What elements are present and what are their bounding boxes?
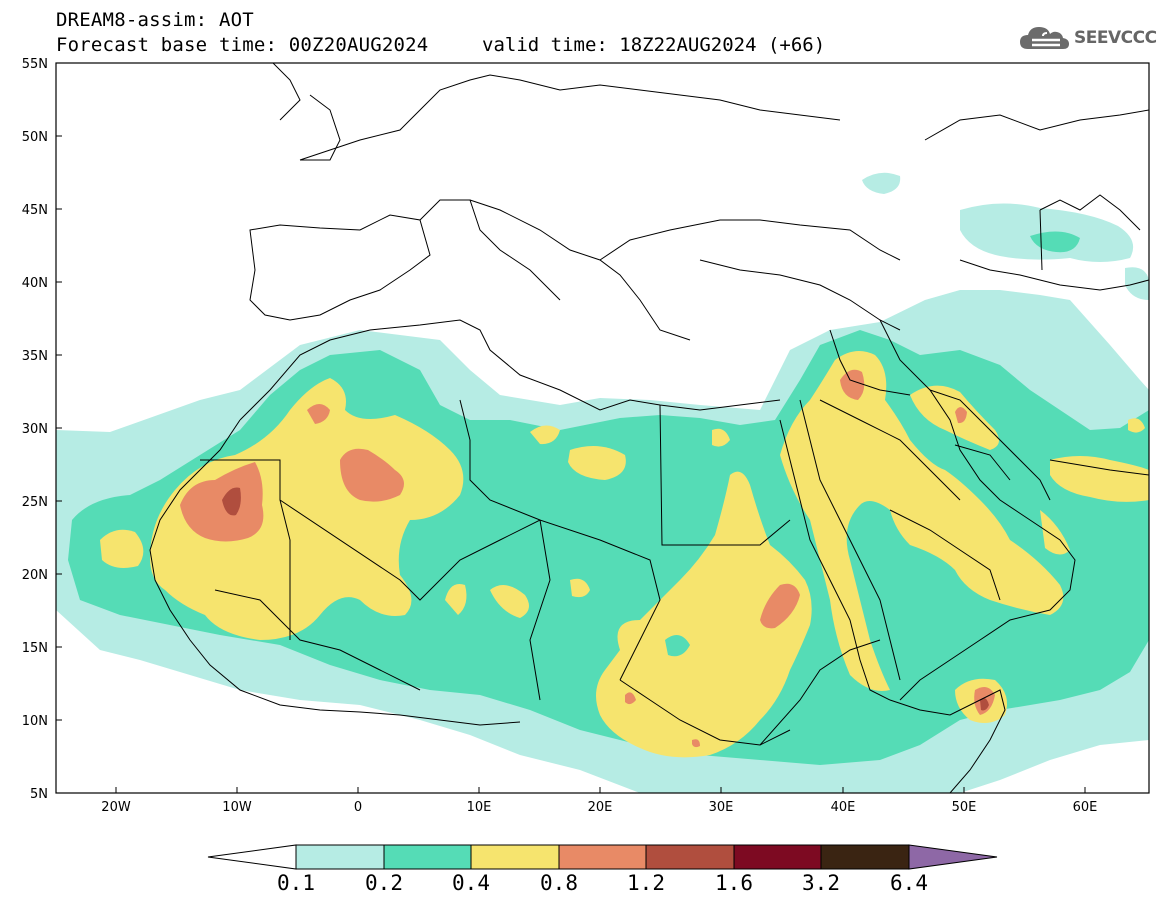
- colorbar-label-0-1: 0.1: [277, 871, 315, 895]
- lat-label-30n: 30N: [22, 422, 48, 437]
- colorbar-low-arrow: [207, 844, 297, 870]
- colorbar-label-1-6: 1.6: [715, 871, 753, 895]
- colorbar-label-0-4: 0.4: [452, 871, 490, 895]
- lon-label-40e: 40E: [831, 800, 856, 815]
- aot-level-1-2: [222, 487, 989, 711]
- lat-label-35n: 35N: [22, 349, 48, 364]
- lat-label-45n: 45N: [22, 203, 48, 218]
- lon-label-50e: 50E: [952, 800, 977, 815]
- cloud-icon: [1020, 27, 1069, 49]
- valid-time: valid time: 18Z22AUG2024 (+66): [482, 34, 826, 56]
- lon-label-10w: 10W: [222, 800, 252, 815]
- colorbar-swatch-3: [470, 844, 560, 870]
- colorbar-swatch-7: [820, 844, 910, 870]
- lon-label-30e: 30E: [709, 800, 734, 815]
- lat-label-50n: 50N: [22, 130, 48, 145]
- map-title: DREAM8-assim: AOT: [56, 9, 254, 31]
- lon-label-20w: 20W: [101, 800, 131, 815]
- lat-label-15n: 15N: [22, 641, 48, 656]
- lat-label-20n: 20N: [22, 568, 48, 583]
- lat-axis: [56, 62, 62, 794]
- colorbar-label-6-4: 6.4: [890, 871, 928, 895]
- colorbar-label-1-2: 1.2: [627, 871, 665, 895]
- lat-label-5n: 5N: [30, 787, 48, 802]
- aot-level-0-4: [100, 351, 1149, 758]
- lat-label-25n: 25N: [22, 495, 48, 510]
- logo-text: SEEVCCC: [1074, 28, 1157, 48]
- colorbar-swatch-2: [383, 844, 472, 870]
- lat-label-55n: 55N: [22, 57, 48, 72]
- lat-label-40n: 40N: [22, 276, 48, 291]
- lon-axis: [115, 787, 1086, 793]
- seevccc-logo: SEEVCCC: [1018, 22, 1157, 54]
- colorbar-swatch-1: [295, 844, 385, 870]
- colorbar-swatch-4: [558, 844, 647, 870]
- colorbar-label-3-2: 3.2: [802, 871, 840, 895]
- lon-label-10e: 10E: [467, 800, 492, 815]
- lon-label-20e: 20E: [588, 800, 613, 815]
- colorbar: [207, 844, 998, 870]
- lon-label-0: 0: [354, 800, 362, 815]
- forecast-base-time: Forecast base time: 00Z20AUG2024: [56, 34, 429, 56]
- coastlines: [149, 63, 1149, 793]
- lat-label-10n: 10N: [22, 714, 48, 729]
- colorbar-label-0-2: 0.2: [365, 871, 403, 895]
- lon-label-60e: 60E: [1073, 800, 1098, 815]
- colorbar-swatch-6: [733, 844, 822, 870]
- colorbar-swatch-5: [645, 844, 735, 870]
- colorbar-high-arrow: [908, 844, 998, 870]
- colorbar-label-0-8: 0.8: [540, 871, 578, 895]
